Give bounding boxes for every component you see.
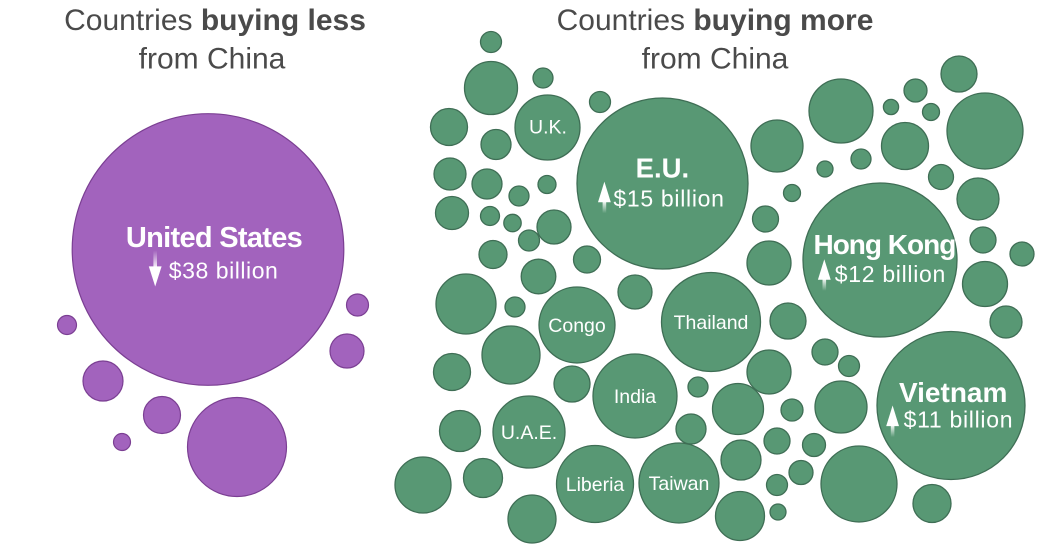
svg-text:E.U.: E.U. <box>636 153 689 184</box>
svg-text:$12 billion: $12 billion <box>835 261 946 287</box>
svg-text:U.K.: U.K. <box>529 117 567 139</box>
svg-text:India: India <box>614 386 656 408</box>
svg-text:from China: from China <box>139 43 286 76</box>
svg-text:Thailand: Thailand <box>674 312 749 334</box>
svg-text:$15 billion: $15 billion <box>613 185 724 211</box>
svg-text:U.A.E.: U.A.E. <box>501 422 557 444</box>
svg-text:Congo: Congo <box>548 315 606 337</box>
svg-text:United States: United States <box>126 222 302 254</box>
svg-text:Vietnam: Vietnam <box>899 377 1007 408</box>
svg-text:from China: from China <box>642 43 789 76</box>
svg-text:Taiwan: Taiwan <box>649 473 710 495</box>
svg-text:Hong Kong: Hong Kong <box>813 229 955 260</box>
svg-text:Countries buying less: Countries buying less <box>64 4 366 37</box>
svg-text:$38 billion: $38 billion <box>169 257 279 283</box>
svg-text:$11 billion: $11 billion <box>904 407 1014 433</box>
svg-text:Liberia: Liberia <box>566 474 625 496</box>
svg-text:Countries buying more: Countries buying more <box>557 4 874 37</box>
